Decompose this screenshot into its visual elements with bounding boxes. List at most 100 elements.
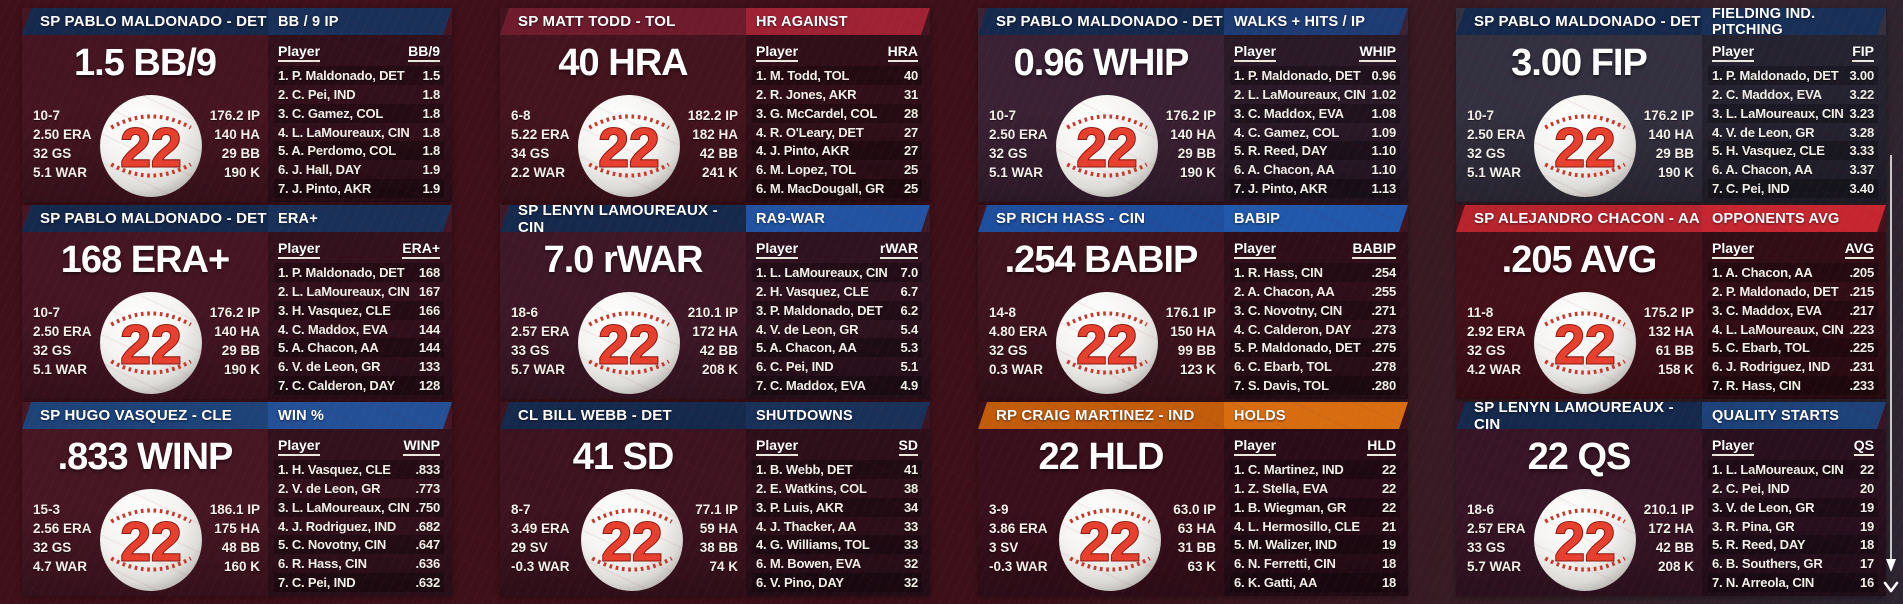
leaderboard-row[interactable]: 5. C. Ebarb, TOL .225 <box>1708 338 1878 358</box>
panel-category-header[interactable]: FIELDING IND. PITCHING <box>1702 8 1886 35</box>
panel-player-header[interactable]: SP LENYN LAMOUREAUX - CIN <box>1456 402 1702 429</box>
panel-category-header[interactable]: SHUTDOWNS <box>746 402 930 429</box>
leaderboard-row[interactable]: 2. E. Watkins, COL 38 <box>752 479 922 498</box>
leaderboard-row[interactable]: 7. C. Calderon, DAY 128 <box>274 376 444 396</box>
panel-category-header[interactable]: BABIP <box>1224 205 1408 232</box>
leaderboard-row[interactable]: 4. J. Thacker, AA 33 <box>752 517 922 536</box>
leaderboard-row[interactable]: 4. C. Gamez, COL 1.09 <box>1230 123 1400 142</box>
panel-category-header[interactable]: OPPONENTS AVG <box>1702 205 1886 232</box>
leaderboard-row[interactable]: 6. K. Gatti, AA 18 <box>1230 573 1400 593</box>
leaderboard-row[interactable]: 4. V. de Leon, GR 5.4 <box>752 320 922 339</box>
panel-player-header[interactable]: SP PABLO MALDONADO - DET <box>978 8 1224 35</box>
leaderboard-row[interactable]: 1. L. LaMoureaux, CIN 22 <box>1708 460 1878 479</box>
leaderboard-row[interactable]: 3. V. de Leon, GR 19 <box>1708 497 1878 517</box>
leaderboard-row[interactable]: 3. P. Maldonado, DET 6.2 <box>752 300 922 320</box>
leaderboard-row[interactable]: 4. L. LaMoureaux, CIN .223 <box>1708 320 1878 339</box>
leaderboard-row[interactable]: 3. C. Novotny, CIN .271 <box>1230 300 1400 320</box>
leaderboard-row[interactable]: 4. C. Calderon, DAY .273 <box>1230 320 1400 339</box>
panel-player-header[interactable]: SP LENYN LAMOUREAUX - CIN <box>500 205 746 232</box>
panel-category-header[interactable]: ERA+ <box>268 205 452 232</box>
leaderboard-row[interactable]: 5. H. Vasquez, CLE 3.33 <box>1708 141 1878 161</box>
leaderboard-row[interactable]: 7. C. Pei, IND 3.40 <box>1708 179 1878 199</box>
leaderboard-row[interactable]: 6. A. Chacon, AA 3.37 <box>1708 160 1878 179</box>
leaderboard-row[interactable]: 1. B. Wiegman, GR 22 <box>1230 497 1400 517</box>
leaderboard-row[interactable]: 6. M. Lopez, TOL 25 <box>752 160 922 179</box>
leaderboard-row[interactable]: 6. M. Bowen, EVA 32 <box>752 554 922 573</box>
leaderboard-row[interactable]: 4. R. O'Leary, DET 27 <box>752 123 922 142</box>
panel-category-header[interactable]: QUALITY STARTS <box>1702 402 1886 429</box>
leaderboard-row[interactable]: 3. C. Maddox, EVA 1.08 <box>1230 103 1400 123</box>
leaderboard-row[interactable]: 4. J. Pinto, AKR 27 <box>752 141 922 161</box>
leaderboard-row[interactable]: 3. L. LaMoureaux, CIN .750 <box>274 497 444 517</box>
panel-player-header[interactable]: CL BILL WEBB - DET <box>500 402 746 429</box>
leaderboard-row[interactable]: 5. A. Chacon, AA 144 <box>274 338 444 358</box>
panel-category-header[interactable]: WALKS + HITS / IP <box>1224 8 1408 35</box>
leaderboard-row[interactable]: 5. C. Novotny, CIN .647 <box>274 535 444 555</box>
leaderboard-row[interactable]: 7. C. Maddox, EVA 4.9 <box>752 376 922 396</box>
panel-category-header[interactable]: HR AGAINST <box>746 8 930 35</box>
leaderboard-row[interactable]: 6. C. Ebarb, TOL .278 <box>1230 357 1400 376</box>
leaderboard-row[interactable]: 6. N. Ferretti, CIN 18 <box>1230 554 1400 573</box>
leaderboard-row[interactable]: 6. J. Hall, DAY 1.9 <box>274 160 444 179</box>
leaderboard-row[interactable]: 1. C. Martinez, IND 22 <box>1230 460 1400 479</box>
leaderboard-row[interactable]: 6. V. Pino, DAY 32 <box>752 573 922 593</box>
leaderboard-row[interactable]: 3. G. McCardel, COL 28 <box>752 103 922 123</box>
leaderboard-row[interactable]: 1. L. LaMoureaux, CIN 7.0 <box>752 263 922 282</box>
leaderboard-row[interactable]: 2. R. Jones, AKR 31 <box>752 85 922 104</box>
panel-category-header[interactable]: WIN % <box>268 402 452 429</box>
leaderboard-row[interactable]: 1. P. Maldonado, DET 1.5 <box>274 66 444 85</box>
leaderboard-row[interactable]: 7. N. Arreola, CIN 16 <box>1708 573 1878 593</box>
panel-player-header[interactable]: SP PABLO MALDONADO - DET <box>22 205 268 232</box>
leaderboard-row[interactable]: 2. A. Chacon, AA .255 <box>1230 282 1400 301</box>
leaderboard-row[interactable]: 3. C. Gamez, COL 1.8 <box>274 103 444 123</box>
leaderboard-row[interactable]: 5. A. Chacon, AA 5.3 <box>752 338 922 358</box>
leaderboard-row[interactable]: 4. V. de Leon, GR 3.28 <box>1708 123 1878 142</box>
leaderboard-row[interactable]: 2. L. LaMoureaux, CIN 1.02 <box>1230 85 1400 104</box>
leaderboard-row[interactable]: 5. R. Reed, DAY 1.10 <box>1230 141 1400 161</box>
leaderboard-row[interactable]: 4. L. LaMoureaux, CIN 1.8 <box>274 123 444 142</box>
leaderboard-row[interactable]: 7. J. Pinto, AKR 1.13 <box>1230 179 1400 199</box>
panel-player-header[interactable]: SP MATT TODD - TOL <box>500 8 746 35</box>
leaderboard-row[interactable]: 5. A. Perdomo, COL 1.8 <box>274 141 444 161</box>
leaderboard-row[interactable]: 4. J. Rodriguez, IND .682 <box>274 517 444 536</box>
panel-player-header[interactable]: SP RICH HASS - CIN <box>978 205 1224 232</box>
panel-player-header[interactable]: RP CRAIG MARTINEZ - IND <box>978 402 1224 429</box>
leaderboard-row[interactable]: 7. C. Pei, IND .632 <box>274 573 444 593</box>
panel-category-header[interactable]: HOLDS <box>1224 402 1408 429</box>
leaderboard-row[interactable]: 7. J. Pinto, AKR 1.9 <box>274 179 444 199</box>
leaderboard-row[interactable]: 2. C. Maddox, EVA 3.22 <box>1708 85 1878 104</box>
leaderboard-row[interactable]: 3. C. Maddox, EVA .217 <box>1708 300 1878 320</box>
leaderboard-row[interactable]: 2. V. de Leon, GR .773 <box>274 479 444 498</box>
leaderboard-row[interactable]: 1. M. Todd, TOL 40 <box>752 66 922 85</box>
leaderboard-row[interactable]: 2. P. Maldonado, DET .215 <box>1708 282 1878 301</box>
leaderboard-row[interactable]: 1. B. Webb, DET 41 <box>752 460 922 479</box>
panel-player-header[interactable]: SP HUGO VASQUEZ - CLE <box>22 402 268 429</box>
leaderboard-row[interactable]: 6. B. Southers, GR 17 <box>1708 554 1878 573</box>
leaderboard-row[interactable]: 1. Z. Stella, EVA 22 <box>1230 479 1400 498</box>
panel-player-header[interactable]: SP PABLO MALDONADO - DET <box>22 8 268 35</box>
leaderboard-row[interactable]: 1. H. Vasquez, CLE .833 <box>274 460 444 479</box>
leaderboard-row[interactable]: 3. H. Vasquez, CLE 166 <box>274 300 444 320</box>
leaderboard-row[interactable]: 2. C. Pei, IND 20 <box>1708 479 1878 498</box>
leaderboard-row[interactable]: 4. L. Hermosillo, CLE 21 <box>1230 517 1400 536</box>
leaderboard-row[interactable]: 3. P. Luis, AKR 34 <box>752 497 922 517</box>
leaderboard-row[interactable]: 6. R. Hass, CIN .636 <box>274 554 444 573</box>
leaderboard-row[interactable]: 1. P. Maldonado, DET 0.96 <box>1230 66 1400 85</box>
panel-category-header[interactable]: RA9-WAR <box>746 205 930 232</box>
leaderboard-row[interactable]: 3. L. LaMoureaux, CIN 3.23 <box>1708 103 1878 123</box>
leaderboard-row[interactable]: 6. V. de Leon, GR 133 <box>274 357 444 376</box>
leaderboard-row[interactable]: 2. C. Pei, IND 1.8 <box>274 85 444 104</box>
leaderboard-row[interactable]: 6. M. MacDougall, GR 25 <box>752 179 922 199</box>
leaderboard-row[interactable]: 4. G. Williams, TOL 33 <box>752 535 922 555</box>
leaderboard-row[interactable]: 6. J. Rodriguez, IND .231 <box>1708 357 1878 376</box>
leaderboard-row[interactable]: 5. M. Walizer, IND 19 <box>1230 535 1400 555</box>
leaderboard-row[interactable]: 2. L. LaMoureaux, CIN 167 <box>274 282 444 301</box>
leaderboard-row[interactable]: 5. R. Reed, DAY 18 <box>1708 535 1878 555</box>
leaderboard-row[interactable]: 7. R. Hass, CIN .233 <box>1708 376 1878 396</box>
leaderboard-row[interactable]: 1. R. Hass, CIN .254 <box>1230 263 1400 282</box>
leaderboard-row[interactable]: 6. A. Chacon, AA 1.10 <box>1230 160 1400 179</box>
leaderboard-row[interactable]: 2. H. Vasquez, CLE 6.7 <box>752 282 922 301</box>
leaderboard-row[interactable]: 6. C. Pei, IND 5.1 <box>752 357 922 376</box>
leaderboard-row[interactable]: 1. P. Maldonado, DET 168 <box>274 263 444 282</box>
leaderboard-row[interactable]: 4. C. Maddox, EVA 144 <box>274 320 444 339</box>
